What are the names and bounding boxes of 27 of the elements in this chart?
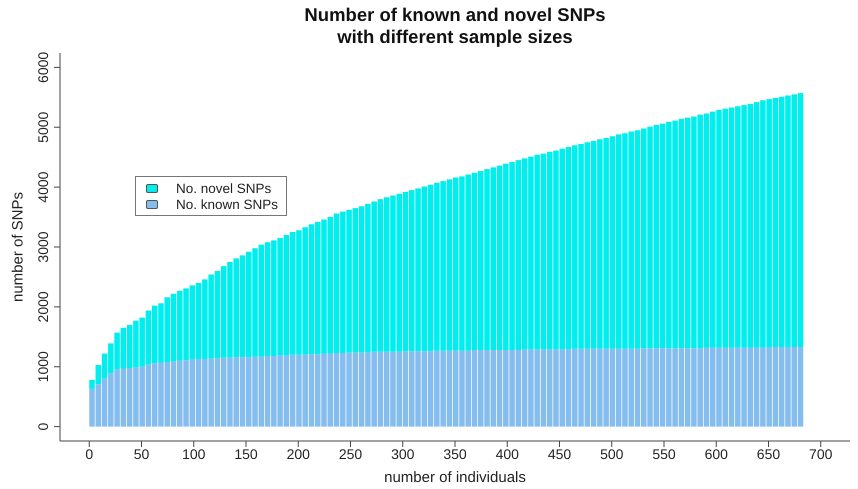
y-tick-label: 2000	[35, 291, 51, 322]
x-tick-label: 700	[809, 446, 833, 462]
y-tick-label: 4000	[35, 171, 51, 203]
x-tick-label: 0	[85, 446, 94, 462]
x-tick-label: 300	[391, 446, 415, 462]
x-tick-label: 450	[548, 446, 572, 462]
x-axis-title: number of individuals	[383, 469, 527, 486]
x-tick-label: 500	[600, 446, 624, 462]
x-tick-label: 250	[338, 446, 362, 462]
x-tick-label: 200	[286, 446, 310, 462]
x-tick-label: 100	[182, 446, 206, 462]
x-tick-label: 550	[652, 446, 676, 462]
x-tick-label: 650	[756, 446, 780, 462]
y-tick-label: 6000	[35, 52, 51, 83]
y-axis-title: number of SNPs	[10, 192, 26, 302]
legend-label: No. novel SNPs	[176, 180, 272, 196]
y-tick-label: 1000	[35, 350, 51, 382]
y-tick-label: 0	[35, 422, 51, 431]
y-tick-label: 3000	[35, 231, 51, 263]
legend-label: No. known SNPs	[176, 196, 278, 212]
x-tick-label: 350	[443, 446, 467, 462]
x-tick-label: 600	[704, 446, 728, 462]
chart-title: Number of known and novel SNPs with different sample sizes	[303, 4, 607, 48]
x-tick-label: 150	[234, 446, 258, 462]
x-tick-label: 50	[134, 446, 150, 462]
x-tick-label: 400	[496, 446, 520, 462]
y-tick-label: 5000	[35, 111, 51, 143]
